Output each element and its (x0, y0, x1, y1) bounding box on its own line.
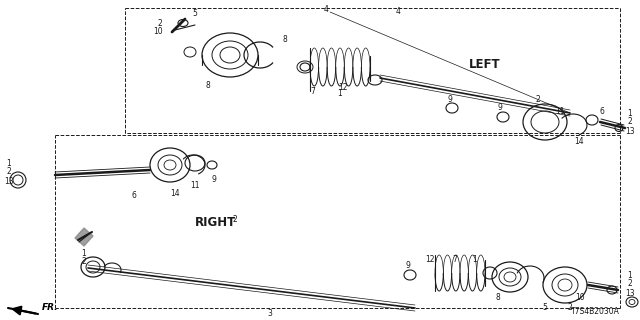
Text: 9: 9 (212, 175, 216, 185)
Text: RIGHT: RIGHT (195, 217, 236, 229)
Text: 8: 8 (283, 36, 287, 44)
Text: 10: 10 (153, 28, 163, 36)
Text: 1: 1 (472, 255, 477, 265)
Text: 7: 7 (452, 255, 458, 265)
Text: 11: 11 (556, 108, 564, 116)
Text: T7S4B2030A: T7S4B2030A (571, 307, 620, 316)
Text: 4: 4 (396, 7, 401, 17)
Text: 13: 13 (625, 126, 635, 135)
Text: 3: 3 (268, 309, 273, 318)
Text: 12: 12 (339, 83, 348, 92)
Text: 13: 13 (625, 289, 635, 298)
Text: 2: 2 (6, 167, 12, 177)
Text: 2: 2 (82, 257, 86, 266)
Text: 5: 5 (543, 303, 547, 313)
Text: 8: 8 (205, 81, 211, 90)
Text: 2: 2 (628, 279, 632, 289)
Text: 1: 1 (338, 89, 342, 98)
Text: FR.: FR. (42, 303, 58, 313)
Text: 6: 6 (600, 108, 604, 116)
Text: 8: 8 (495, 293, 500, 302)
Text: 9: 9 (497, 103, 502, 113)
Text: 2: 2 (628, 117, 632, 126)
Text: 13: 13 (4, 177, 14, 186)
Text: 1: 1 (628, 108, 632, 117)
Text: 2: 2 (568, 303, 572, 313)
Text: LEFT: LEFT (469, 59, 501, 71)
Text: 12: 12 (425, 255, 435, 265)
Text: 1: 1 (82, 249, 86, 258)
Text: 6: 6 (132, 190, 136, 199)
Polygon shape (75, 228, 93, 246)
Text: 11: 11 (190, 180, 200, 189)
Text: 14: 14 (574, 138, 584, 147)
Text: 2: 2 (232, 215, 237, 225)
Text: 10: 10 (575, 293, 585, 302)
Text: 7: 7 (310, 86, 316, 95)
Text: 4: 4 (324, 4, 328, 13)
Text: 2: 2 (536, 95, 540, 105)
Text: 5: 5 (193, 10, 197, 19)
Text: 14: 14 (170, 188, 180, 197)
Text: 9: 9 (447, 95, 452, 105)
Text: 1: 1 (6, 158, 12, 167)
Text: 2: 2 (157, 19, 163, 28)
Text: 9: 9 (406, 260, 410, 269)
Text: 1: 1 (628, 270, 632, 279)
